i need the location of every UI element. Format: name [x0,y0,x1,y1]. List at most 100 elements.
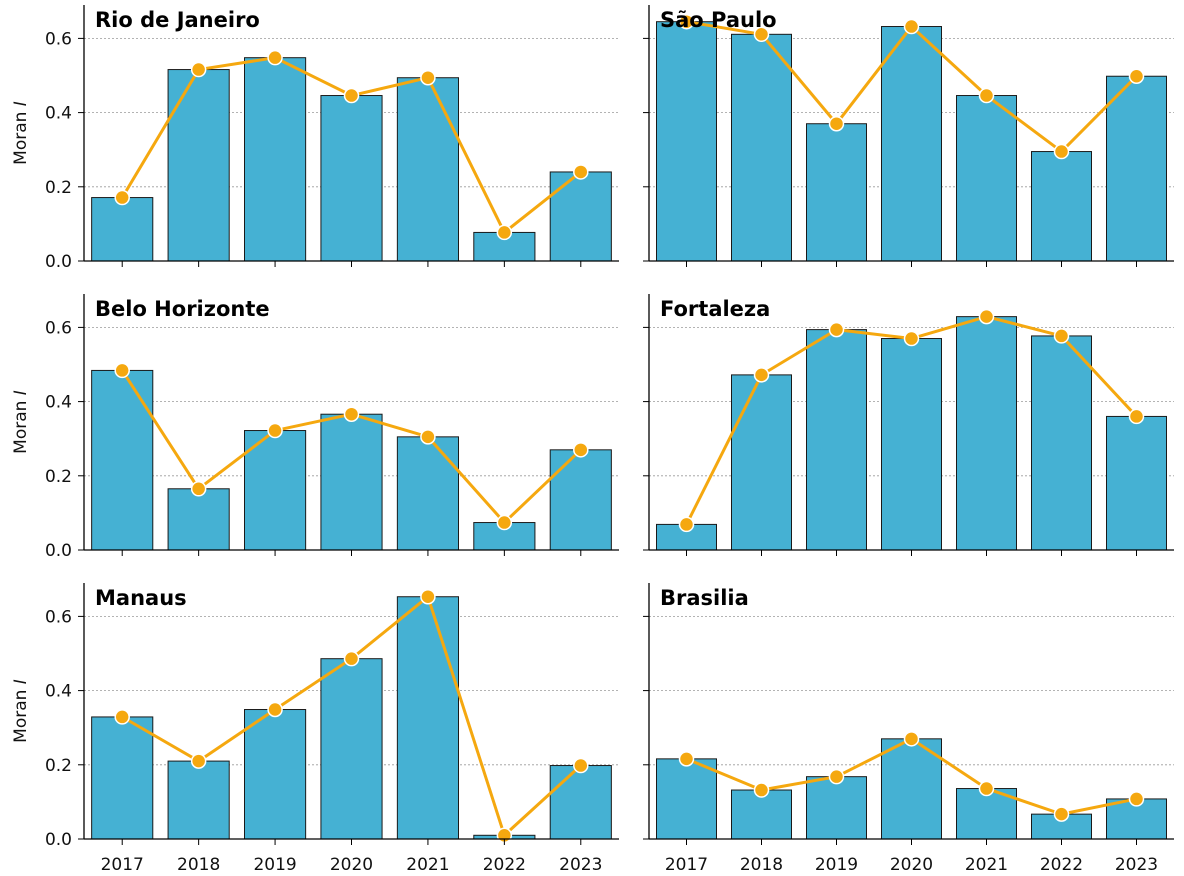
data-point [828,115,845,132]
x-tick-label: 2017 [665,855,708,875]
bar [1031,335,1092,551]
data-point [573,442,589,458]
bar [396,436,460,551]
data-point [190,481,207,497]
y-tick-label: 0.6 [45,29,72,49]
bar [731,374,792,551]
data-point [1128,408,1145,425]
y-tick-label: 0.6 [45,607,72,627]
x-tick-label: 2018 [740,855,783,875]
bar [806,329,867,551]
y-tick-label: 0.2 [45,756,72,776]
data-point [903,18,920,35]
x-tick-label: 2021 [406,855,449,875]
x-tick-label: 2021 [965,855,1008,875]
bar [244,709,307,840]
data-point [1053,328,1070,344]
y-tick-label: 0.0 [45,830,72,850]
data-point [114,362,130,379]
bar [244,57,307,262]
data-point [343,406,360,422]
data-point [190,753,207,769]
bar [731,33,792,262]
panel-title: São Paulo [660,8,777,32]
data-point [496,224,513,241]
bar [167,69,230,262]
data-point [114,189,130,206]
bar [656,758,717,840]
bar [396,77,460,262]
bar [1106,75,1167,262]
panel-0: 0.0 0.2 0.4 0.6 Moran I Rio de Janeiro [11,5,619,272]
y-tick-label: 0.4 [45,104,72,124]
panel-title: Fortaleza [660,297,770,321]
bar [656,21,717,262]
bar [396,596,460,840]
data-point [678,751,695,767]
x-tick-label: 2022 [1040,855,1083,875]
panel-3: Fortaleza [643,294,1174,556]
data-point [420,429,436,445]
y-tick-label: 0.6 [45,318,72,338]
data-point [496,514,513,531]
data-point [573,164,589,180]
data-point [753,782,770,798]
data-point [267,49,283,66]
bar [91,197,154,262]
bar [549,765,612,840]
bar [1031,151,1092,262]
data-point [343,87,360,104]
data-point [267,701,283,718]
bar [881,26,942,262]
panel-title: Brasilia [660,586,749,610]
data-point [343,650,360,667]
x-tick-label: 2018 [177,855,220,875]
bar [549,449,612,551]
panel-2: 0.0 0.2 0.4 0.6 Moran I Belo Horizonte [11,294,619,561]
x-tick-label: 2017 [101,855,144,875]
bar [167,488,230,551]
x-tick-label: 2019 [815,855,858,875]
data-point [978,87,995,104]
y-axis-label: Moran I [11,101,31,165]
data-point [828,321,845,338]
data-point [678,516,695,533]
bar [244,430,307,551]
y-axis-label: Moran I [11,679,31,743]
y-tick-label: 0.0 [45,252,72,272]
data-point [1053,806,1070,822]
panel-title: Rio de Janeiro [95,8,260,32]
data-point [903,731,920,747]
panel-title: Manaus [95,586,187,610]
data-point [573,757,589,774]
data-point [420,69,436,86]
bar [320,95,383,262]
bar [956,95,1017,262]
panel-title: Belo Horizonte [95,297,270,321]
bar [881,338,942,551]
data-point [978,780,995,797]
x-tick-label: 2020 [890,855,933,875]
bar [320,413,383,551]
y-tick-label: 0.4 [45,393,72,413]
bar [91,716,154,840]
bar [320,658,383,840]
data-point [753,26,770,43]
data-point [1053,143,1070,160]
panel-4: 0.0 0.2 0.4 0.6 2017 2018 2019 2020 2021 2022 2023… [11,583,619,875]
bar [806,776,867,840]
data-point [267,422,283,439]
x-tick-label: 2020 [330,855,373,875]
data-point [114,709,130,725]
data-point [190,61,207,78]
panel-1: São Paulo [643,5,1174,267]
data-point [1128,791,1145,807]
data-point [828,768,845,785]
data-point [1128,68,1145,84]
data-point [978,308,995,325]
panel-5: 2017 2018 2019 2020 2021 2022 2023 Brasilia [643,583,1174,875]
data-point [903,330,920,347]
bar [549,171,612,262]
x-tick-label: 2022 [483,855,526,875]
